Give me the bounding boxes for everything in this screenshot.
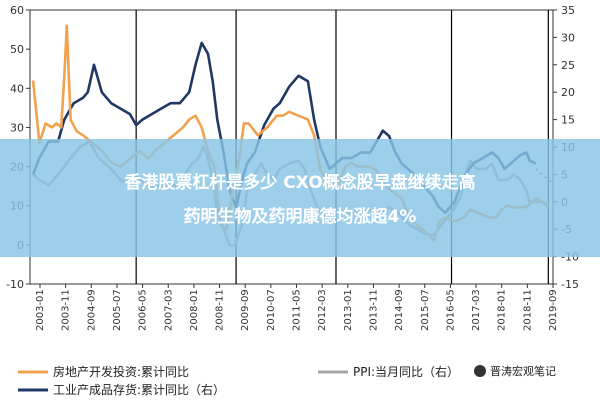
- headline-line-2: 药明生物及药明康德均涨超4%: [184, 206, 417, 227]
- x-tick-label-7: 2008-11: [215, 289, 226, 331]
- left-tick-label-4: 30: [10, 121, 24, 134]
- right-tick-label-0: -15: [561, 278, 579, 291]
- right-tick-label-10: 35: [561, 4, 575, 17]
- x-tick-label-19: 2018-11: [522, 289, 533, 331]
- x-tick-label-3: 2005-07: [112, 289, 123, 331]
- x-tick-label-1: 2003-11: [61, 289, 72, 331]
- watermark-text: 晋涛宏观笔记: [490, 364, 556, 378]
- x-tick-label-10: 2011-05: [292, 289, 303, 331]
- right-tick-label-6: 15: [561, 114, 575, 127]
- x-tick-label-15: 2015-07: [420, 289, 431, 331]
- right-tick-label-7: 20: [561, 86, 575, 99]
- headline-banner: [0, 139, 600, 257]
- x-tick-label-17: 2017-03: [471, 289, 482, 331]
- watermark-logo-icon: [474, 365, 486, 377]
- left-tick-label-5: 40: [10, 82, 24, 95]
- x-tick-label-11: 2012-03: [317, 289, 328, 331]
- legend-label-ppi: PPI:当月同比（右）: [353, 364, 459, 379]
- legend-label-inventory: 工业产成品存货:累计同比（右）: [53, 382, 225, 397]
- left-tick-label-6: 50: [10, 43, 24, 56]
- x-axis-ticks: 2003-01 2003-11 2004-09 2005-07 2006-05 2007-…: [35, 284, 559, 331]
- x-tick-label-2: 2004-09: [86, 289, 97, 331]
- left-tick-label-0: -10: [6, 278, 24, 291]
- x-tick-label-9: 2010-07: [266, 289, 277, 331]
- left-tick-label-7: 60: [10, 4, 24, 17]
- x-tick-label-6: 2008-01: [189, 289, 200, 331]
- x-tick-label-16: 2016-05: [445, 289, 456, 331]
- x-tick-label-18: 2018-01: [497, 289, 508, 331]
- right-tick-label-8: 25: [561, 59, 575, 72]
- x-tick-label-20: 2019-09: [548, 289, 559, 331]
- x-tick-label-14: 2014-09: [394, 289, 405, 331]
- x-tick-label-12: 2013-01: [343, 289, 354, 331]
- x-tick-label-0: 2003-01: [35, 289, 46, 331]
- right-tick-label-9: 30: [561, 31, 575, 44]
- legend: 房地产开发投资:累计同比 PPI:当月同比（右） 工业产成品存货:累计同比（右）…: [18, 364, 556, 397]
- legend-label-housing: 房地产开发投资:累计同比: [53, 364, 189, 379]
- x-tick-label-5: 2007-03: [163, 289, 174, 331]
- x-tick-label-13: 2013-11: [368, 289, 379, 331]
- headline-line-1: 香港股票杠杆是多少 CXO概念股早盘继续走高: [124, 172, 475, 193]
- x-tick-label-8: 2009-09: [240, 289, 251, 331]
- x-tick-label-4: 2006-05: [138, 289, 149, 331]
